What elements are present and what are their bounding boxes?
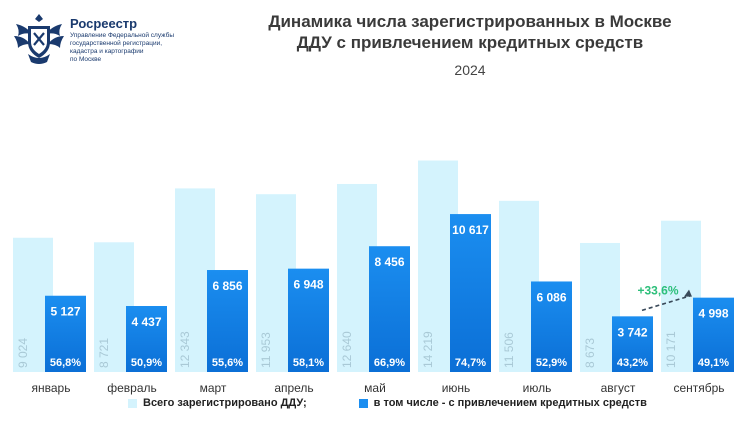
chart-title-line-2: ДДУ с привлечением кредитных средств xyxy=(296,33,644,52)
credit-bar xyxy=(369,246,410,372)
total-value-label: 9 024 xyxy=(16,338,30,368)
total-value-label: 11 506 xyxy=(502,332,516,368)
category-label: февраль xyxy=(107,381,157,395)
org-line-4: по Москве xyxy=(70,56,102,63)
chart-year: 2024 xyxy=(454,62,486,78)
total-value-label: 12 640 xyxy=(340,331,354,368)
credit-bar xyxy=(531,281,572,372)
total-value-label: 11 953 xyxy=(259,332,273,368)
category-label: июль xyxy=(523,381,552,395)
credit-share-label: 43,2% xyxy=(617,357,648,369)
credit-share-label: 66,9% xyxy=(374,357,405,369)
category-label: апрель xyxy=(274,381,313,395)
chart-title-line-1: Динамика числа зарегистрированных в Моск… xyxy=(268,12,672,31)
category-label: январь xyxy=(32,381,71,395)
credit-share-label: 56,8% xyxy=(50,357,81,369)
credit-value-label: 6 856 xyxy=(212,279,242,293)
annotation-arrow-head xyxy=(684,289,692,297)
credit-bar xyxy=(693,297,734,372)
credit-share-label: 49,1% xyxy=(698,357,729,369)
credit-share-label: 50,9% xyxy=(131,357,162,369)
legend-swatch-total xyxy=(128,398,137,408)
credit-value-label: 6 948 xyxy=(293,278,323,292)
category-label: июнь xyxy=(442,381,471,395)
total-value-label: 8 673 xyxy=(583,338,597,368)
credit-bar xyxy=(612,316,653,372)
credit-value-label: 8 456 xyxy=(374,255,404,269)
org-line-1: Управление Федеральной службы xyxy=(70,32,174,39)
category-label: март xyxy=(200,381,227,395)
credit-value-label: 3 742 xyxy=(617,325,647,339)
annotation-label: +33,6% xyxy=(637,283,678,297)
credit-bar xyxy=(450,214,491,372)
total-value-label: 8 721 xyxy=(97,338,111,368)
category-label: август xyxy=(601,381,636,395)
annotation-arrow-line xyxy=(641,294,692,312)
credit-bar xyxy=(288,268,329,372)
category-label: май xyxy=(364,381,386,395)
credit-share-label: 55,6% xyxy=(212,357,243,369)
credit-value-label: 5 127 xyxy=(50,305,80,319)
legend-label-total: Всего зарегистрировано ДДУ; xyxy=(143,397,307,409)
category-label: сентябрь xyxy=(673,381,724,395)
credit-value-label: 4 998 xyxy=(698,307,728,321)
credit-bar xyxy=(207,270,248,372)
credit-share-label: 52,9% xyxy=(536,357,567,369)
total-value-label: 12 343 xyxy=(178,331,192,368)
org-line-2: государственной регистрации, xyxy=(70,40,163,47)
legend-label-credit: в том числе - с привлечением кредитных с… xyxy=(373,397,647,409)
credit-value-label: 6 086 xyxy=(536,290,566,304)
total-value-label: 10 171 xyxy=(664,331,678,368)
rosreestr-logo xyxy=(14,14,64,64)
total-value-label: 14 219 xyxy=(421,331,435,368)
credit-value-label: 4 437 xyxy=(131,315,161,329)
legend: Всего зарегистрировано ДДУ; в том числе … xyxy=(128,397,647,409)
credit-bar xyxy=(45,295,86,372)
credit-share-label: 58,1% xyxy=(293,357,324,369)
credit-bar xyxy=(126,305,167,372)
org-line-3: кадастра и картографии xyxy=(70,48,144,55)
legend-swatch-credit xyxy=(358,398,368,408)
org-name: Росреестр xyxy=(70,16,138,31)
credit-share-label: 74,7% xyxy=(455,357,486,369)
credit-value-label: 10 617 xyxy=(452,223,489,237)
